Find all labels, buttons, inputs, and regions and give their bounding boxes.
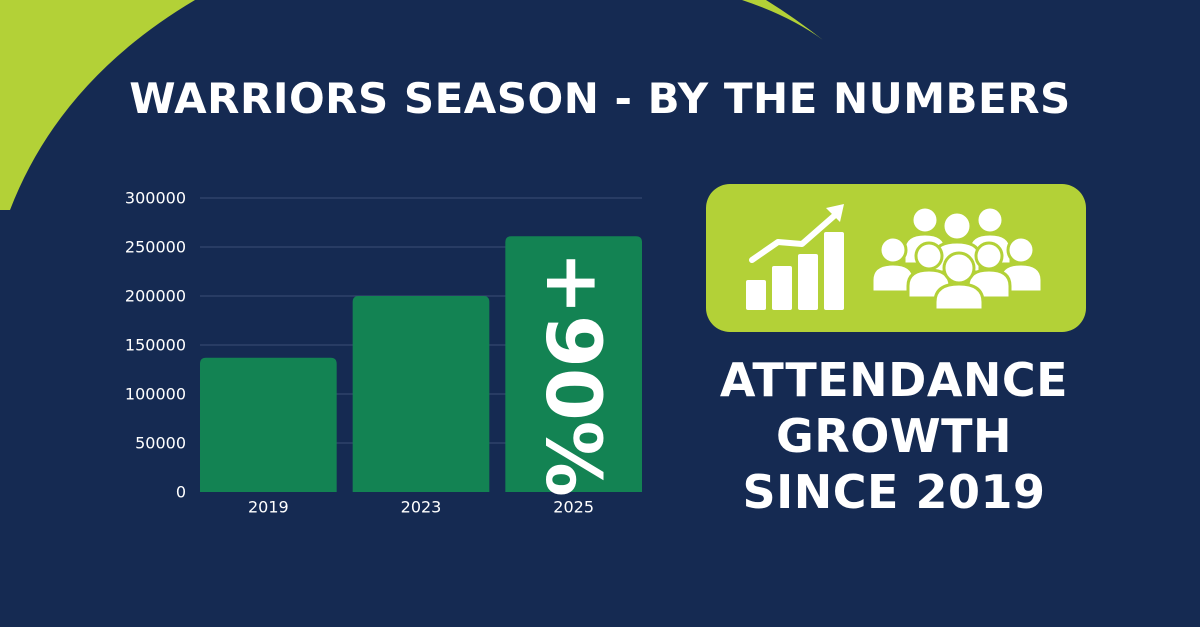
bar-2019 xyxy=(200,357,337,492)
caption-line-3: SINCE 2019 xyxy=(742,465,1046,519)
page-title: WARRIORS SEASON - BY THE NUMBERS xyxy=(129,74,1071,123)
y-tick-label: 250000 xyxy=(125,238,186,257)
bar-2025 xyxy=(505,236,642,492)
bars xyxy=(200,236,642,492)
icon-card xyxy=(706,184,1086,332)
growth-label: +90% xyxy=(529,251,618,497)
growth-chart-icon xyxy=(746,204,844,310)
bar-2023 xyxy=(352,296,490,492)
attendance-caption: ATTENDANCE GROWTH SINCE 2019 xyxy=(694,352,1094,520)
x-tick-label: 2023 xyxy=(401,498,442,517)
caption-line-1: ATTENDANCE xyxy=(719,353,1069,407)
y-tick-label: 150000 xyxy=(125,336,186,355)
x-tick-label: 2025 xyxy=(553,498,594,517)
x-axis-ticks: 2019 2023 2025 xyxy=(248,498,594,517)
y-tick-label: 200000 xyxy=(125,287,186,306)
crowd-icon xyxy=(870,205,1044,312)
y-axis-ticks: 0 50000 100000 150000 200000 250000 300000 xyxy=(125,189,186,502)
caption-line-2: GROWTH xyxy=(776,409,1012,463)
x-tick-label: 2019 xyxy=(248,498,289,517)
left-green-arc xyxy=(0,0,195,210)
y-tick-label: 50000 xyxy=(135,434,186,453)
y-tick-label: 100000 xyxy=(125,385,186,404)
y-tick-label: 300000 xyxy=(125,189,186,208)
y-tick-label: 0 xyxy=(176,483,186,502)
